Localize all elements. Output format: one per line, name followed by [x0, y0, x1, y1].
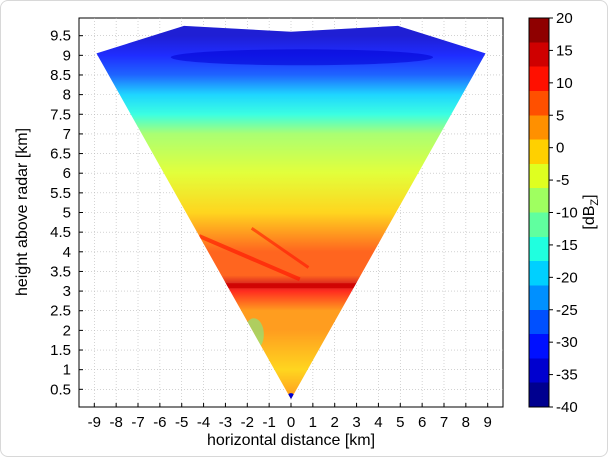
- near-field-spot: [287, 393, 295, 400]
- x-tick-label: 1: [309, 414, 317, 431]
- x-tick-label: -2: [241, 414, 254, 431]
- colorbar-label-subscript: Z: [589, 199, 601, 206]
- colorbar-tick-labels: 20 15 10 5 0 -5 -10 -15 -20 -25 -30 -35 -40: [549, 10, 578, 416]
- x-tick-label: -9: [88, 414, 101, 431]
- y-tick-label: 5: [63, 205, 71, 222]
- y-tick-label: 3.5: [50, 263, 71, 280]
- colorbar-tick-label: -35: [556, 367, 578, 384]
- x-tick-label: -6: [153, 414, 166, 431]
- x-tick-label: 4: [374, 414, 382, 431]
- y-tick-label: 2.5: [50, 303, 71, 320]
- x-tick-label: 7: [440, 414, 448, 431]
- fall-streak: [250, 226, 310, 269]
- y-tick-label: 7: [63, 126, 71, 143]
- y-tick-label: 3: [63, 283, 71, 300]
- colorbar-tick-label: -25: [556, 302, 578, 319]
- colorbar-tick-label: 10: [556, 75, 573, 92]
- colorbar-tick-label: -20: [556, 269, 578, 286]
- x-tick-label: 9: [484, 414, 492, 431]
- x-tick-label: -1: [262, 414, 275, 431]
- x-tick-labels: -9 -8 -7 -6 -5 -4 -3 -2 -1 0 1 2 3 4 5 6 7 8 9: [88, 414, 492, 431]
- x-tick-label: 8: [462, 414, 470, 431]
- colorbar-tick-label: -10: [556, 205, 578, 222]
- colorbar-label-main: [dB: [581, 206, 598, 230]
- x-tick-label: -4: [197, 414, 210, 431]
- y-tick-label: 8: [63, 87, 71, 104]
- colorbar-tick-label: 5: [556, 107, 564, 124]
- colorbar-tick-label: -30: [556, 334, 578, 351]
- colorbar-label-close: ]: [581, 194, 598, 198]
- colorbar-tick-label: -40: [556, 399, 578, 416]
- y-tick-label: 1: [63, 362, 71, 379]
- x-tick-label: 2: [331, 414, 339, 431]
- colorbar-tick-label: 0: [556, 140, 564, 157]
- bright-band: [221, 283, 361, 289]
- x-tick-label: 0: [287, 414, 295, 431]
- colorbar: [528, 17, 550, 408]
- y-tick-label: 4: [63, 244, 71, 261]
- x-tick-label: -8: [109, 414, 122, 431]
- x-tick-label: -7: [131, 414, 144, 431]
- y-tick-label: 9.5: [50, 28, 71, 45]
- colorbar-tick-label: 15: [556, 42, 573, 59]
- x-tick-label: 3: [352, 414, 360, 431]
- x-tick-label: 6: [418, 414, 426, 431]
- y-tick-label: 6.5: [50, 146, 71, 163]
- y-tick-label: 1.5: [50, 342, 71, 359]
- colorbar-tick-label: -15: [556, 237, 578, 254]
- fall-streak: [198, 234, 301, 282]
- y-tick-labels: 0.5 1 1.5 2 2.5 3 3.5 4 4.5 5 5.5 6 6.5 7 7.5 8 8.5 9 9.5: [50, 28, 71, 399]
- y-tick-label: 6: [63, 165, 71, 182]
- y-tick-label: 8.5: [50, 67, 71, 84]
- x-tick-label: 5: [396, 414, 404, 431]
- colorbar-tick-label: 20: [556, 10, 573, 27]
- y-tick-label: 7.5: [50, 106, 71, 123]
- y-tick-label: 2: [63, 322, 71, 339]
- y-tick-label: 4.5: [50, 224, 71, 241]
- x-tick-label: -5: [175, 414, 188, 431]
- y-tick-label: 9: [63, 47, 71, 64]
- x-tick-label: -3: [219, 414, 232, 431]
- y-axis-label: height above radar [km]: [14, 128, 31, 296]
- y-tick-label: 0.5: [50, 381, 71, 398]
- upper-echo-band: [170, 49, 434, 66]
- y-tick-label: 5.5: [50, 185, 71, 202]
- x-axis-label: horizontal distance [km]: [207, 432, 375, 449]
- colorbar-label: [dBZ]: [581, 194, 601, 229]
- colorbar-tick-label: -5: [556, 172, 569, 189]
